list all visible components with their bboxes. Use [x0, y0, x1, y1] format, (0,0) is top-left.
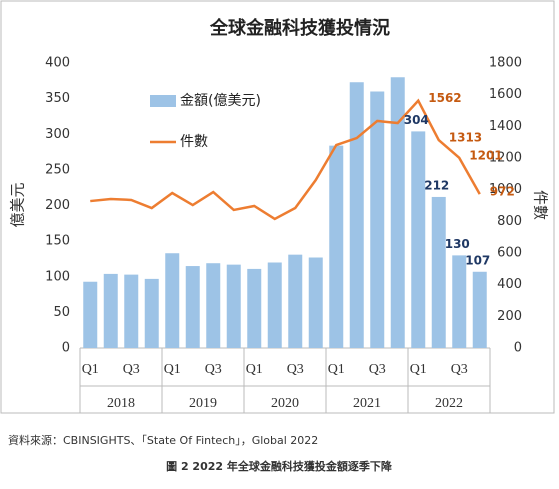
x-tick-label: Q3 — [205, 362, 222, 377]
y-tick-label: 250 — [45, 162, 70, 177]
legend-label: 件數 — [180, 134, 208, 150]
bar — [185, 266, 200, 348]
y-axis-title: 億美元 — [9, 182, 27, 227]
y2-tick-label: 800 — [497, 214, 522, 229]
chart-frame — [0, 0, 555, 414]
bar — [411, 131, 426, 348]
bar — [370, 91, 385, 348]
y-tick-label: 400 — [45, 56, 70, 71]
x-tick-label: Q1 — [328, 362, 345, 377]
y2-tick-label: 1200 — [489, 151, 522, 166]
y-tick-label: 50 — [53, 305, 70, 320]
bar — [308, 257, 323, 348]
bar — [390, 77, 405, 348]
y-tick-label: 300 — [45, 127, 70, 142]
y2-tick-label: 1800 — [489, 56, 522, 71]
data-label: 972 — [490, 185, 515, 199]
chart-title: 全球金融科技獲投情況 — [209, 17, 390, 39]
bar — [103, 273, 118, 348]
bar — [206, 263, 221, 348]
legend-label: 金額(億美元) — [180, 93, 261, 109]
y2-axis-title: 件數 — [532, 190, 550, 220]
x-tick-label: Q1 — [164, 362, 181, 377]
data-label: 212 — [424, 178, 449, 192]
x-tick-label: Q1 — [410, 362, 427, 377]
bar — [247, 268, 262, 348]
data-label: 1562 — [428, 91, 461, 105]
data-label: 1313 — [449, 131, 482, 145]
group-label: 2020 — [271, 396, 299, 411]
data-label: 1201 — [469, 148, 502, 162]
y2-tick-label: 400 — [497, 277, 522, 292]
y2-tick-label: 600 — [497, 246, 522, 261]
x-tick-label: Q1 — [82, 362, 99, 377]
bar — [144, 278, 159, 348]
bar — [165, 253, 180, 348]
bar — [349, 82, 364, 349]
legend-swatch — [150, 95, 176, 107]
y2-tick-label: 1600 — [489, 87, 522, 102]
group-label: 2018 — [107, 396, 135, 411]
bar — [431, 196, 446, 348]
x-tick-label: Q1 — [246, 362, 263, 377]
x-tick-label: Q3 — [287, 362, 304, 377]
bar — [452, 255, 467, 348]
data-label: 130 — [445, 237, 470, 251]
x-tick-label: Q3 — [369, 362, 386, 377]
data-label: 304 — [404, 113, 429, 127]
bar — [329, 145, 344, 348]
y2-tick-label: 1400 — [489, 119, 522, 134]
y2-tick-label: 1000 — [489, 182, 522, 197]
y-tick-label: 150 — [45, 234, 70, 249]
group-label: 2021 — [353, 396, 381, 411]
y-tick-label: 100 — [45, 269, 70, 284]
group-label: 2022 — [435, 396, 463, 411]
source-note: 資料來源：CBINSIGHTS、「State Of Fintech」，Globa… — [8, 433, 318, 447]
bar — [83, 281, 98, 348]
y-tick-label: 350 — [45, 91, 70, 106]
bar — [472, 271, 487, 348]
x-tick-label: Q3 — [451, 362, 468, 377]
y-tick-label: 200 — [45, 198, 70, 213]
x-tick-label: Q3 — [123, 362, 140, 377]
bar — [288, 254, 303, 348]
bar — [267, 262, 282, 348]
y2-tick-label: 200 — [497, 309, 522, 324]
figure-caption: 圖 2 2022 年全球金融科技獲投金額逐季下降 — [166, 459, 393, 473]
data-label: 107 — [465, 253, 490, 267]
group-label: 2019 — [189, 396, 217, 411]
bar — [124, 274, 139, 348]
bar — [226, 264, 241, 348]
y2-tick-label: 0 — [514, 341, 522, 356]
line — [90, 98, 481, 221]
y-tick-label: 0 — [62, 341, 70, 356]
